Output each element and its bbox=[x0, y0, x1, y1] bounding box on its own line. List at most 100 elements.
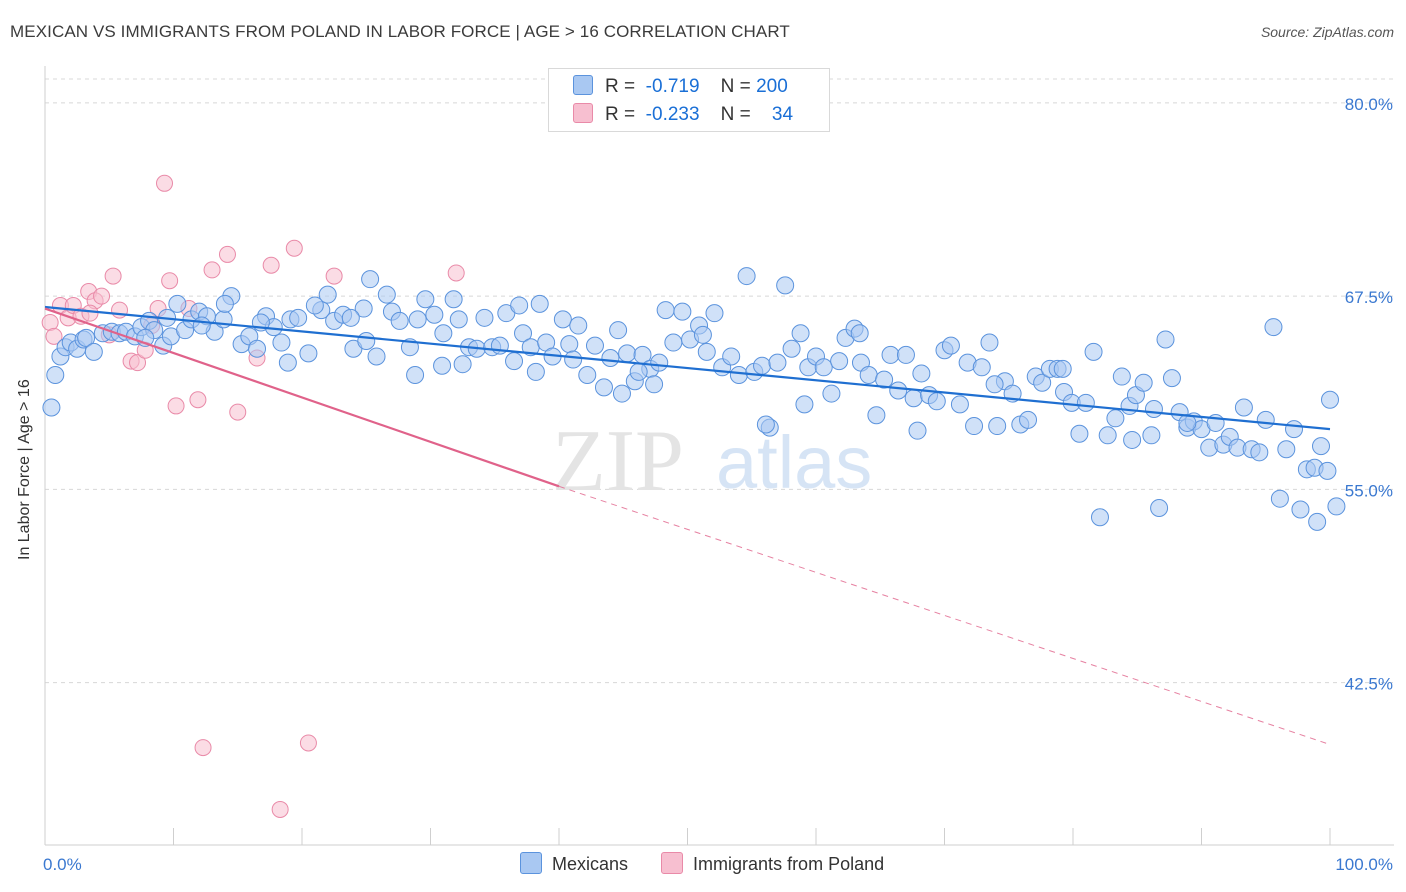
mexicans-point bbox=[305, 296, 324, 315]
poland-swatch bbox=[573, 103, 593, 123]
poland-point bbox=[45, 327, 63, 345]
mexicans-point bbox=[612, 384, 631, 403]
mexicans-point bbox=[1084, 342, 1103, 361]
mexicans-point bbox=[585, 336, 604, 355]
poland-point bbox=[81, 304, 99, 322]
r-value: -0.719 bbox=[645, 76, 700, 97]
mexicans-point bbox=[1285, 420, 1304, 439]
poland-point bbox=[129, 354, 147, 372]
mexicans-point bbox=[594, 378, 613, 397]
x-tick-label: 100.0% bbox=[1335, 855, 1393, 874]
mexicans-point bbox=[42, 398, 61, 417]
mexicans-point bbox=[896, 345, 915, 364]
poland-point bbox=[189, 391, 207, 409]
mexicans-point bbox=[1150, 498, 1169, 517]
watermark-zip: ZIP bbox=[552, 413, 684, 510]
mexicans-point bbox=[505, 352, 524, 371]
mexicans-point bbox=[390, 311, 409, 330]
mexicans-point bbox=[609, 321, 628, 340]
mexicans-point bbox=[737, 267, 756, 286]
mexicans-point bbox=[433, 356, 452, 375]
mexicans-point bbox=[77, 328, 96, 347]
axes bbox=[44, 66, 1394, 846]
poland-point bbox=[104, 267, 122, 285]
mexicans-point bbox=[408, 310, 427, 329]
mexicans-point bbox=[1053, 359, 1072, 378]
stats-row-mexicans: R = -0.719 N = 200 bbox=[573, 75, 788, 98]
mexicans-point bbox=[850, 324, 869, 343]
mexicans-point bbox=[1076, 393, 1095, 412]
mexicans-point bbox=[1318, 461, 1337, 480]
poland-trend-line bbox=[44, 307, 560, 488]
mexicans-point bbox=[664, 333, 683, 352]
mexicans-point bbox=[912, 364, 931, 383]
mexicans-point bbox=[722, 347, 741, 366]
poland-point bbox=[218, 245, 236, 263]
mexicans-point bbox=[1277, 440, 1296, 459]
mexicans-point bbox=[875, 370, 894, 389]
mexicans-point bbox=[299, 344, 318, 363]
y-tick-label: 42.5% bbox=[1345, 675, 1393, 694]
poland-point bbox=[203, 261, 221, 279]
mexicans-point bbox=[1123, 430, 1142, 449]
mexicans-point bbox=[1178, 413, 1197, 432]
mexicans-point bbox=[1033, 373, 1052, 392]
mexicans-point bbox=[980, 333, 999, 352]
mexicans-point bbox=[367, 347, 386, 366]
mexicans-point bbox=[908, 421, 927, 440]
series-mexicans-points bbox=[42, 267, 1346, 531]
mexicans-point bbox=[1144, 400, 1163, 419]
stats-legend: R = -0.719 N = 200 R = -0.233 N = 34 bbox=[548, 68, 830, 132]
mexicans-point bbox=[904, 389, 923, 408]
mexicans-point bbox=[656, 301, 675, 320]
legend-item-poland: Immigrants from Poland bbox=[661, 852, 884, 875]
mexicans-point bbox=[791, 324, 810, 343]
mexicans-swatch bbox=[573, 75, 593, 95]
mexicans-point bbox=[1098, 426, 1117, 445]
poland-point bbox=[93, 287, 111, 305]
poland-swatch bbox=[661, 852, 684, 874]
poland-point bbox=[167, 397, 185, 415]
mexicans-point bbox=[444, 290, 463, 309]
mexicans-point bbox=[560, 335, 579, 354]
mexicans-point bbox=[1327, 497, 1346, 516]
mexicans-point bbox=[578, 366, 597, 385]
mexicans-point bbox=[1142, 426, 1161, 445]
mexicans-point bbox=[1156, 330, 1175, 349]
mexicans-point bbox=[1256, 410, 1275, 429]
mexicans-swatch bbox=[520, 852, 542, 874]
poland-point bbox=[285, 239, 303, 257]
poland-trend-extension bbox=[558, 485, 1331, 745]
mexicans-point bbox=[192, 316, 211, 335]
mexicans-point bbox=[272, 333, 291, 352]
tick-labels: 42.5% 55.0% 67.5% 80.0% 0.0% 100.0% bbox=[43, 95, 1393, 874]
mexicans-trend-line bbox=[44, 305, 1331, 431]
mexicans-point bbox=[530, 294, 549, 313]
mexicans-point bbox=[248, 339, 267, 358]
mexicans-point bbox=[1134, 373, 1153, 392]
n-label: N = bbox=[720, 104, 751, 125]
mexicans-point bbox=[822, 384, 841, 403]
poland-point bbox=[161, 272, 179, 290]
mexicans-point bbox=[46, 366, 65, 385]
mexicans-point bbox=[1308, 512, 1327, 531]
r-label: R = bbox=[605, 76, 636, 97]
mexicans-point bbox=[753, 356, 772, 375]
mexicans-point bbox=[1264, 318, 1283, 337]
mexicans-point bbox=[354, 299, 373, 318]
mexicans-point bbox=[629, 362, 648, 381]
mexicans-point bbox=[1321, 390, 1339, 409]
mexicans-point bbox=[1250, 443, 1269, 462]
poland-point bbox=[194, 739, 212, 757]
mexicans-point bbox=[84, 342, 103, 361]
poland-point bbox=[325, 267, 343, 285]
r-label: R = bbox=[605, 104, 636, 125]
mexicans-point bbox=[830, 352, 849, 371]
mexicans-point bbox=[514, 324, 533, 343]
mexicans-point bbox=[985, 375, 1004, 394]
mexicans-point bbox=[341, 308, 360, 327]
mexicans-point bbox=[814, 358, 833, 377]
r-value: -0.233 bbox=[645, 104, 700, 125]
mexicans-point bbox=[859, 366, 878, 385]
